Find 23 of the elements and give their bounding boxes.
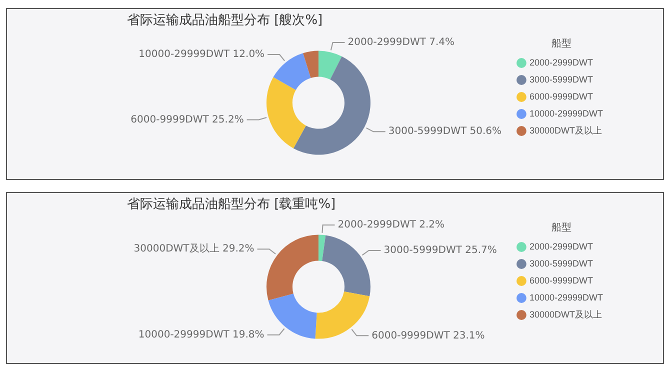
legend-label: 3000-5999DWT <box>529 258 594 268</box>
legend-label: 6000-9999DWT <box>529 91 594 102</box>
legend-title: 船型 <box>551 37 572 50</box>
legend-label: 3000-5999DWT <box>529 74 594 84</box>
legend-label: 2000-2999DWT <box>529 57 594 68</box>
data-label: 6000-9999DWT 23.1% <box>372 330 485 342</box>
legend-label: 10000-29999DWT <box>529 108 604 118</box>
data-label: 2000-2999DWT 2.2% <box>338 220 445 231</box>
legend-label: 30000DWT及以上 <box>529 309 602 320</box>
legend-label: 30000DWT及以上 <box>529 125 602 136</box>
chart-title: 省际运输成品油船型分布 [艘次%] <box>127 13 323 28</box>
data-label: 2000-2999DWT 7.4% <box>348 37 455 48</box>
legend-title: 船型 <box>551 221 572 234</box>
data-label: 10000-29999DWT 19.8% <box>138 329 264 340</box>
data-label: 6000-9999DWT 25.2% <box>130 114 244 126</box>
chart-title: 省际运输成品油船型分布 [载重吨%] <box>127 197 336 212</box>
legend-label: 6000-9999DWT <box>529 275 594 286</box>
data-label: 3000-5999DWT 25.7% <box>384 245 497 256</box>
data-label: 10000-29999DWT 12.0% <box>138 49 265 60</box>
data-label: 30000DWT及以上 29.2% <box>134 242 254 255</box>
data-label: 3000-5999DWT 50.6% <box>388 126 502 138</box>
legend-label: 2000-2999DWT <box>529 241 594 252</box>
legend-label: 10000-29999DWT <box>529 292 604 302</box>
